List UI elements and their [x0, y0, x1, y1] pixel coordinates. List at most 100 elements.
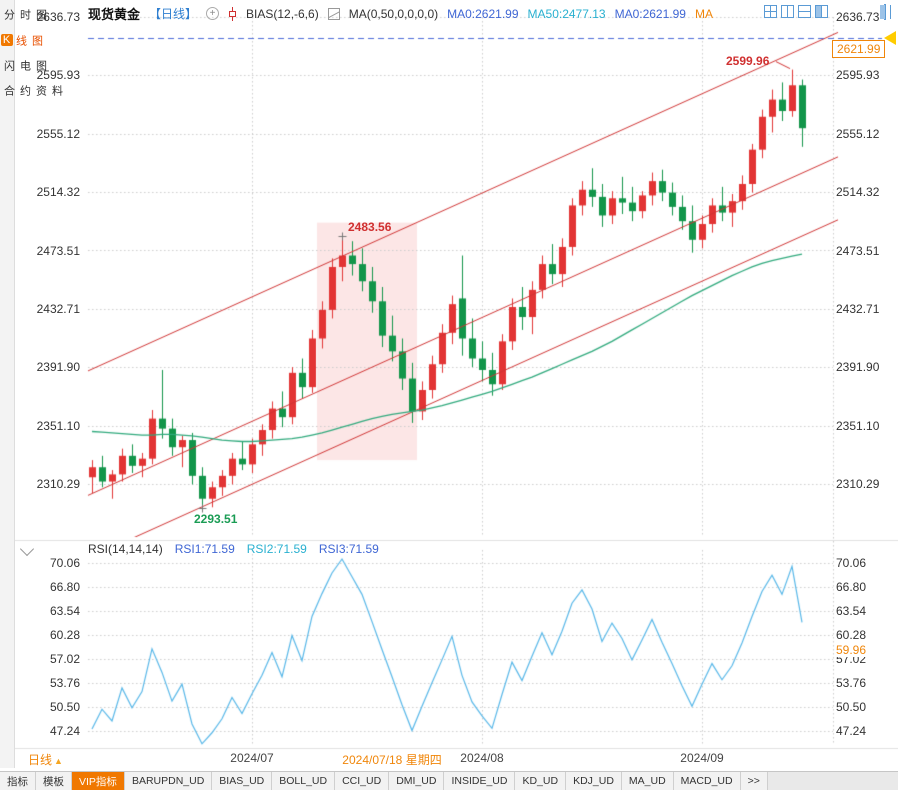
indicator-tab-barupdn_ud[interactable]: BARUPDN_UD: [124, 772, 213, 790]
sidebar-tab-char: 图: [34, 9, 47, 20]
sidebar-tab-char: 图: [30, 34, 43, 46]
price-axis-label-right: 2391.90: [836, 360, 880, 375]
panel-toggle-icon[interactable]: [880, 4, 891, 20]
indicator-tab-ma_ud[interactable]: MA_UD: [621, 772, 674, 790]
rsi3-value: RSI3:71.59: [318, 542, 379, 556]
rsi-axis-label-right: 63.54: [836, 604, 867, 618]
indicator-tab-dmi_ud[interactable]: DMI_UD: [389, 772, 445, 790]
period-tag: 【日线】: [149, 7, 198, 21]
rsi-axis-label-left: 57.02: [49, 652, 80, 666]
price-axis-label-left: 2310.29: [36, 477, 80, 491]
symbol-name: 现货黄金: [88, 7, 141, 22]
rsi-axis-label-left: 70.06: [49, 556, 80, 570]
sidebar-tab-2[interactable]: 闪电图: [1, 59, 47, 72]
expand-plus-icon[interactable]: [206, 7, 220, 20]
layout-hsplit-icon[interactable]: [798, 5, 811, 18]
bias-indicator-label: BIAS(12,-6,6): [246, 6, 319, 21]
indicator-tab-kd_ud[interactable]: KD_UD: [515, 772, 567, 790]
price-axis-label-right: 2351.10: [836, 418, 880, 433]
ma50-value: MA50:2477.13: [527, 6, 606, 21]
ma0-value: MA0:2621.99: [447, 6, 519, 21]
annotation-low: 2293.51: [194, 512, 238, 526]
rsi-axis-label-left: 63.54: [49, 604, 80, 618]
rsi-axis-label-left: 60.28: [49, 628, 80, 642]
sidebar-tab-char: 约: [18, 85, 31, 96]
indicator-tab-cci_ud[interactable]: CCI_UD: [335, 772, 390, 790]
layout-vsplit-icon[interactable]: [781, 5, 794, 18]
layout-grid-icon[interactable]: [764, 5, 777, 18]
rsi-axis-label-right: 66.80: [836, 580, 867, 594]
price-axis-label-right: 2432.71: [836, 301, 880, 316]
ma-indicator-icon: [327, 7, 340, 20]
sidebar-tab-char: K: [0, 34, 13, 46]
rsi-axis-label-left: 53.76: [49, 676, 80, 690]
sidebar-tab-char: 时: [18, 9, 31, 20]
rsi2-value: RSI2:71.59: [246, 542, 307, 556]
price-axis-label-left: 2514.32: [36, 185, 80, 200]
sidebar-tab-char: 图: [34, 60, 47, 71]
sidebar-tab-char: 料: [50, 85, 63, 96]
indicator-tab-bias_ud[interactable]: BIAS_UD: [212, 772, 273, 790]
price-axis-label-left: 2595.93: [36, 68, 80, 83]
sidebar-tab-char: 资: [34, 85, 47, 96]
rsi-axis-label-right: 50.50: [836, 700, 867, 714]
indicator-tab-vip指标[interactable]: VIP指标: [72, 772, 125, 790]
sidebar-tab-0[interactable]: 分时图: [1, 8, 47, 21]
rsi-axis-label-right: 70.06: [836, 556, 867, 570]
price-axis-label-left: 2555.12: [36, 126, 80, 141]
period-selector-button[interactable]: 日线 ▲: [28, 751, 63, 768]
indicator-tab-macd_ud[interactable]: MACD_UD: [673, 772, 741, 790]
price-axis-label-right: 2636.73: [836, 10, 880, 24]
indicator-tab-kdj_ud[interactable]: KDJ_UD: [566, 772, 622, 790]
indicator-tab-bar: 指标 模板 VIP指标 BARUPDN_UD BIAS_UD BOLL_UD CCI_UD D…: [0, 771, 898, 790]
indicator-tab->>[interactable]: >>: [740, 772, 768, 790]
price-axis-label-right: 2555.12: [836, 126, 880, 141]
x-axis-month-label: 2024/08: [460, 751, 504, 765]
current-price-tag: 2621.99: [832, 40, 886, 58]
sidebar-tab-char: 分: [2, 9, 15, 20]
rsi-axis-label-left: 50.50: [49, 700, 80, 714]
sidebar-tab-char: 电: [18, 60, 31, 71]
price-axis-label-left: 2391.90: [36, 360, 80, 375]
rsi-current-tag: 59.96: [836, 643, 867, 657]
ma-indicator-label: MA(0,50,0,0,0,0): [348, 6, 439, 21]
rsi-header: RSI(14,14,14) RSI1:71.59 RSI2:71.59 RSI3…: [88, 542, 379, 556]
price-axis-label-left: 2432.71: [36, 301, 80, 316]
rsi-axis-label-right: 47.24: [836, 724, 867, 738]
sidebar-tab-3[interactable]: 合约资料: [1, 84, 63, 97]
price-axis-label-right: 2595.93: [836, 68, 880, 83]
annotation-recent_high: 2599.96: [726, 53, 770, 68]
price-axis-label-left: 2351.10: [36, 418, 80, 433]
indicator-tab-模板[interactable]: 模板: [36, 772, 72, 790]
annotation-peak: 2483.56: [348, 220, 392, 235]
price-axis-label-right: 2473.51: [836, 243, 880, 258]
rsi-axis-label-right: 53.76: [836, 676, 867, 690]
rsi-axis-label-left: 47.24: [49, 724, 80, 738]
layout-leftpane-icon[interactable]: [815, 5, 828, 18]
period-up-arrow-icon: ▲: [54, 756, 63, 766]
price-axis-label-right: 2514.32: [836, 185, 880, 200]
period-label: 日线: [28, 753, 53, 767]
indicator-tab-boll_ud[interactable]: BOLL_UD: [272, 772, 336, 790]
price-axis-label-left: 2473.51: [36, 243, 80, 258]
rsi-axis-label-left: 66.80: [49, 580, 80, 594]
rsi-title: RSI(14,14,14): [88, 542, 163, 556]
x-axis-month-label: 2024/07: [230, 751, 274, 765]
price-axis-label-right: 2310.29: [836, 477, 880, 491]
indicator-tab-指标[interactable]: 指标: [0, 772, 36, 790]
sidebar-tab-char: 合: [2, 85, 15, 96]
sidebar-tab-char: 线: [14, 34, 27, 46]
ma-suffix-label: MA: [694, 6, 713, 21]
indicator-tab-inside_ud[interactable]: INSIDE_UD: [444, 772, 516, 790]
layout-icon-group: [764, 5, 828, 18]
candle-icon: [228, 6, 237, 21]
rsi1-value: RSI1:71.59: [174, 542, 235, 556]
price-axis-label-left: 2636.73: [36, 10, 80, 24]
chart-header: 现货黄金 【日线】 BIAS(12,-6,6) MA(0,50,0,0,0,0)…: [88, 4, 713, 23]
sidebar-tab-char: 闪: [2, 60, 15, 71]
